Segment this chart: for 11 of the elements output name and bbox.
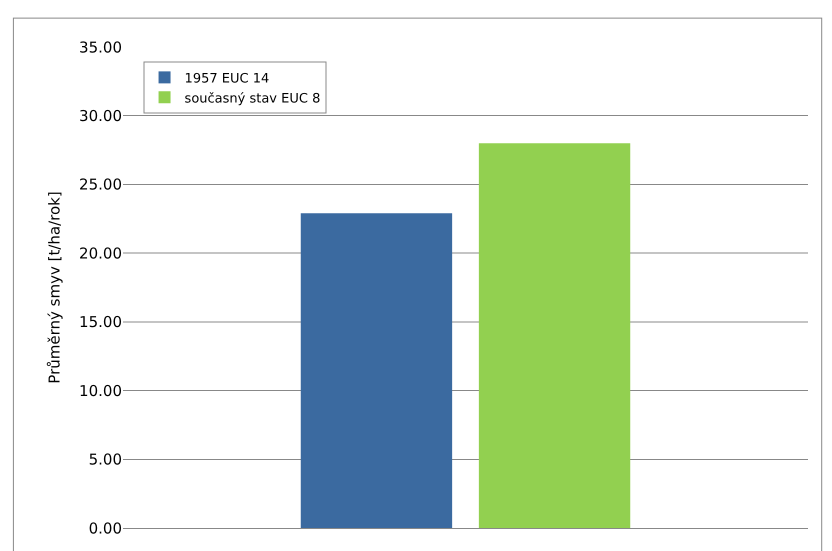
y-tick-label: 20.00 [79, 244, 122, 262]
legend-label: současný stav EUC 8 [184, 91, 320, 106]
y-tick-label: 0.00 [88, 519, 122, 538]
y-axis-title: Průměrný smyv [t/ha/rok] [45, 191, 64, 384]
legend-label: 1957 EUC 14 [184, 71, 270, 86]
y-tick-label: 35.00 [79, 38, 122, 56]
y-tick-label: 25.00 [79, 176, 122, 194]
y-tick-label: 10.00 [79, 382, 122, 400]
y-tick-label: 15.00 [79, 313, 122, 332]
y-tick-label: 5.00 [88, 450, 122, 469]
y-tick-label: 30.00 [79, 106, 122, 125]
